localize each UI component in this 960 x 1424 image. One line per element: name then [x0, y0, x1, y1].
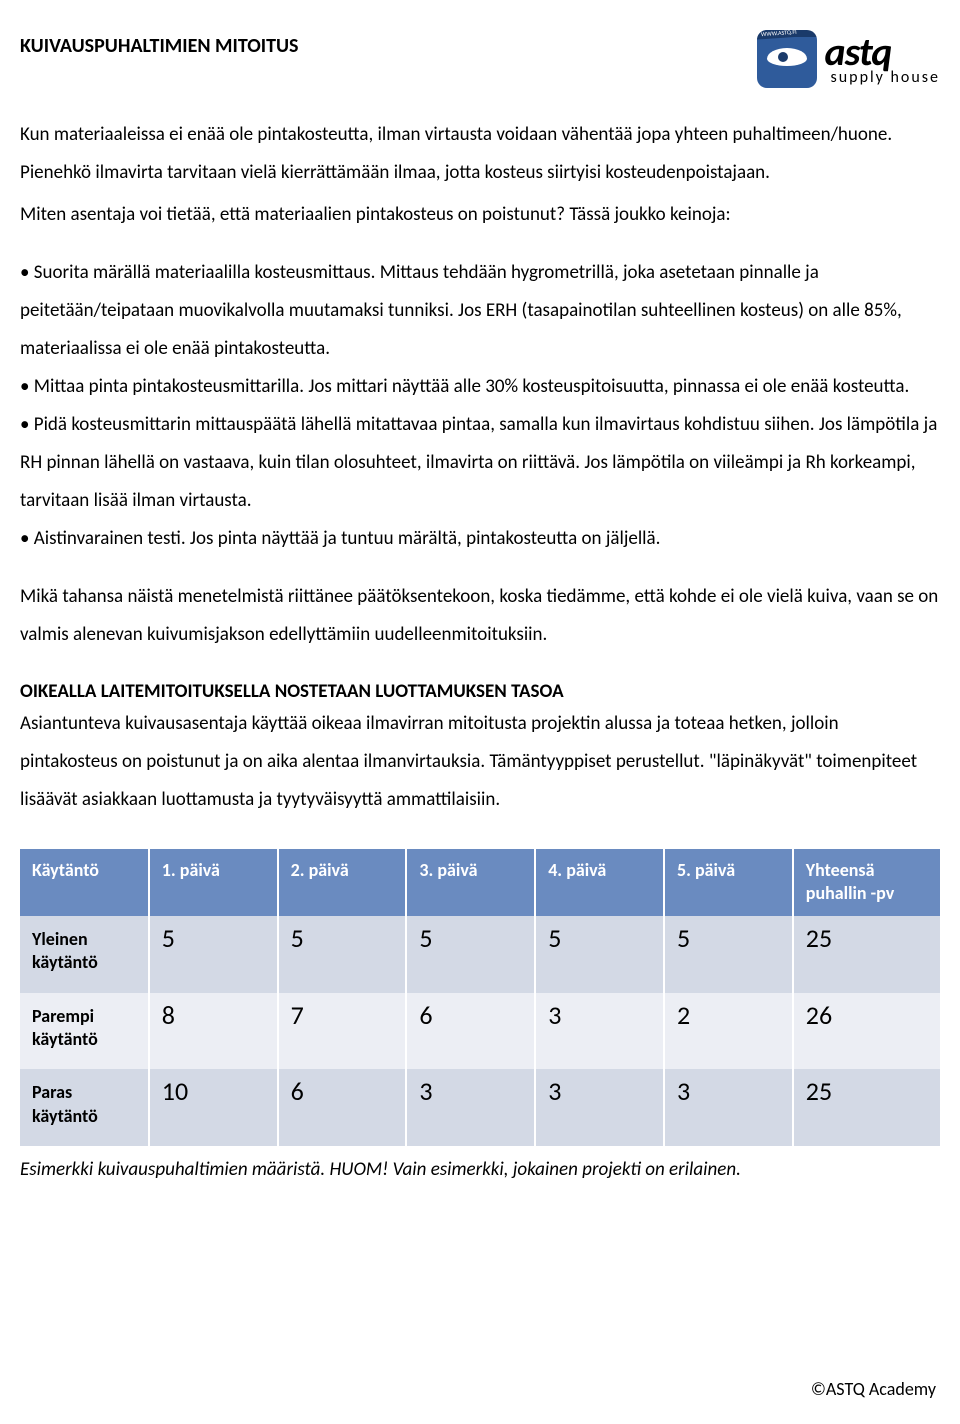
intro-paragraph-2: Miten asentaja voi tietää, että materiaa… [20, 196, 940, 234]
table-cell: 5 [278, 916, 407, 993]
table-caption: Esimerkki kuivauspuhaltimien määristä. H… [20, 1158, 940, 1181]
table-cell: 6 [406, 993, 535, 1070]
table-cell: 10 [149, 1069, 278, 1146]
table-cell: 3 [406, 1069, 535, 1146]
logo-text: astq supply house [825, 32, 940, 86]
table-row: Yleinen käytäntö5555525 [20, 916, 940, 993]
table-cell: 8 [149, 993, 278, 1070]
intro-paragraph-1: Kun materiaaleissa ei enää ole pintakost… [20, 116, 940, 192]
list-item: • Aistinvarainen testi. Jos pinta näyttä… [20, 520, 940, 558]
list-item: • Mittaa pinta pintakosteusmittarilla. J… [20, 368, 940, 406]
footer-copyright: ©ASTQ Academy [811, 1378, 936, 1400]
logo-sub-text: supply house [831, 70, 940, 86]
section-body: Asiantunteva kuivausasentaja käyttää oik… [20, 705, 940, 819]
logo-ribbon: WWW.ASTQ.FI [757, 30, 803, 40]
table-cell: 3 [664, 1069, 793, 1146]
table-cell: 2 [664, 993, 793, 1070]
intro-block: Kun materiaaleissa ei enää ole pintakost… [20, 116, 940, 234]
list-item: • Pidä kosteusmittarin mittauspäätä lähe… [20, 406, 940, 520]
table-header: Käytäntö [20, 849, 149, 916]
table-row: Paras käytäntö10633325 [20, 1069, 940, 1146]
table-header: 2. päivä [278, 849, 407, 916]
table-cell: 5 [664, 916, 793, 993]
table-cell: 5 [149, 916, 278, 993]
logo-icon: WWW.ASTQ.FI [757, 30, 817, 88]
table-header: 5. päivä [664, 849, 793, 916]
conclusion-paragraph: Mikä tahansa näistä menetelmistä riittän… [20, 578, 940, 654]
table-cell: 6 [278, 1069, 407, 1146]
row-label: Yleinen käytäntö [20, 916, 149, 993]
practice-table: Käytäntö 1. päivä 2. päivä 3. päivä 4. p… [20, 849, 940, 1146]
table-cell: 26 [793, 993, 940, 1070]
table-cell: 25 [793, 916, 940, 993]
table-cell: 7 [278, 993, 407, 1070]
table-header: 3. päivä [406, 849, 535, 916]
table-header-row: Käytäntö 1. päivä 2. päivä 3. päivä 4. p… [20, 849, 940, 916]
table-cell: 25 [793, 1069, 940, 1146]
list-item: • Suorita märällä materiaalilla kosteusm… [20, 254, 940, 368]
table-row: Parempi käytäntö8763226 [20, 993, 940, 1070]
table-header: Yhteensä puhallin -pv [793, 849, 940, 916]
header-row: KUIVAUSPUHALTIMIEN MITOITUS WWW.ASTQ.FI … [20, 30, 940, 88]
table-header: 4. päivä [535, 849, 664, 916]
row-label: Parempi käytäntö [20, 993, 149, 1070]
table-cell: 5 [535, 916, 664, 993]
table-cell: 3 [535, 1069, 664, 1146]
table-cell: 3 [535, 993, 664, 1070]
logo: WWW.ASTQ.FI astq supply house [757, 30, 940, 88]
bullet-list: • Suorita märällä materiaalilla kosteusm… [20, 254, 940, 558]
page-title: KUIVAUSPUHALTIMIEN MITOITUS [20, 34, 299, 58]
table-header: 1. päivä [149, 849, 278, 916]
row-label: Paras käytäntö [20, 1069, 149, 1146]
table-cell: 5 [406, 916, 535, 993]
section-heading: OIKEALLA LAITEMITOITUKSELLA NOSTETAAN LU… [20, 680, 940, 703]
logo-main-text: astq [825, 32, 940, 72]
